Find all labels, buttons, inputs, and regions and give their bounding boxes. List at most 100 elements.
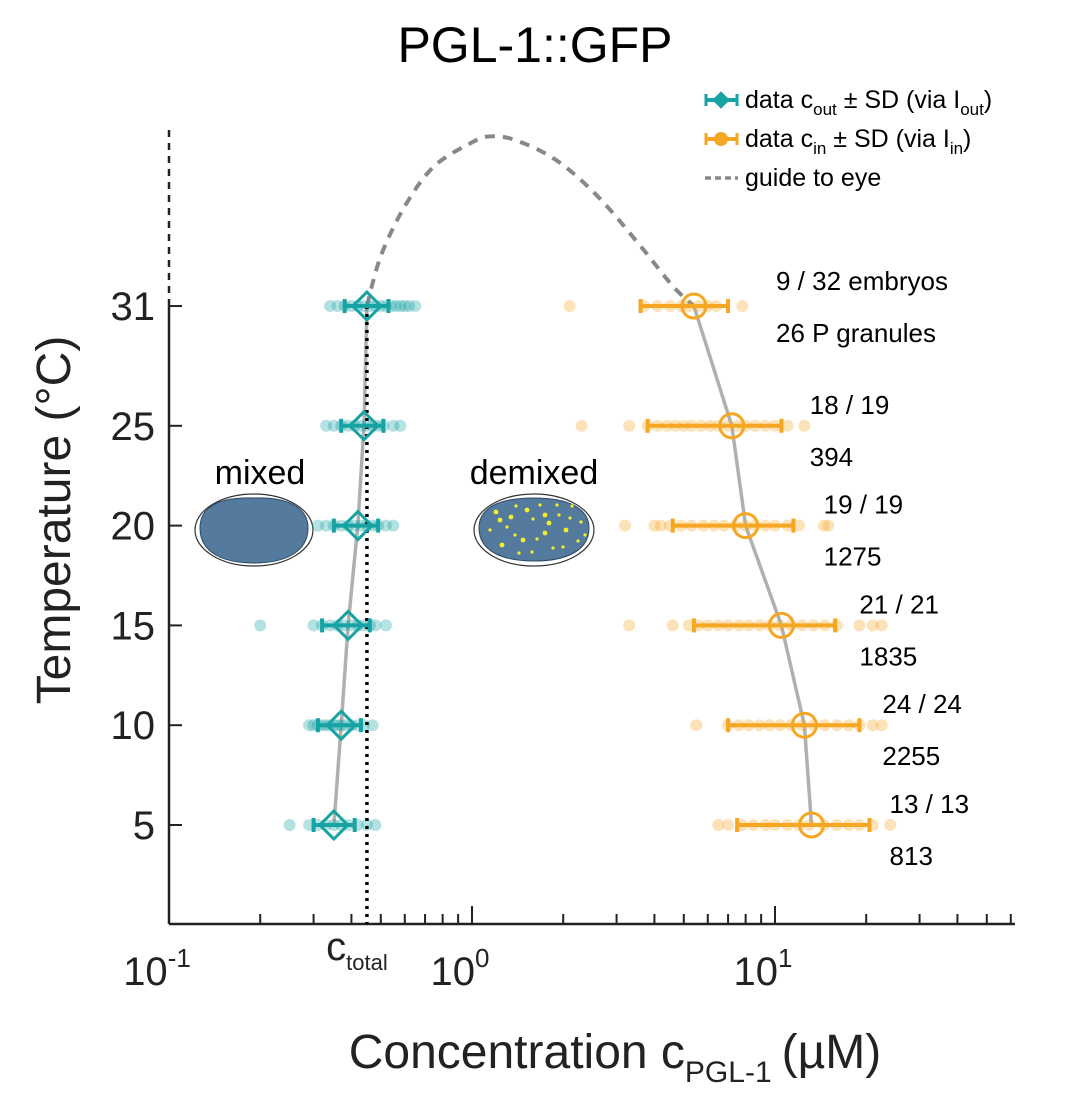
annotation-count: 24 / 24 <box>882 689 962 719</box>
raw-point <box>403 300 416 313</box>
legend-entry-label: guide to eye <box>745 164 881 192</box>
granule-dot <box>551 546 555 550</box>
granule-dot <box>568 516 572 520</box>
c-total-label: ctotal <box>326 925 388 975</box>
legend-entry-label: data cin ± SD (via Iin) <box>745 125 971 158</box>
raw-point <box>875 619 888 632</box>
raw-point <box>884 819 897 831</box>
raw-point <box>853 619 866 632</box>
raw-point <box>875 719 888 732</box>
y-tick-label: 10 <box>111 704 156 748</box>
raw-point <box>866 719 879 732</box>
raw-point <box>320 519 333 532</box>
raw-point <box>623 419 636 432</box>
mean-marker-in <box>790 711 818 739</box>
granule-dot <box>499 542 505 548</box>
raw-point <box>369 619 382 632</box>
raw-point <box>324 300 337 313</box>
raw-point <box>307 619 320 632</box>
chart-title: PGL-1::GFP <box>397 17 672 73</box>
raw-point <box>817 519 830 532</box>
y-tick-label: 25 <box>111 405 156 449</box>
raw-point <box>623 619 636 632</box>
raw-point <box>781 419 794 432</box>
raw-point <box>666 619 679 632</box>
x-tick-label: 10-1 <box>123 943 191 994</box>
granule-dot <box>561 545 565 549</box>
annotation-count: 9 / 32 embryos <box>776 266 948 296</box>
axes <box>167 130 1015 926</box>
granule-dot <box>576 539 580 543</box>
annotation-count: 13 / 13 <box>890 789 970 819</box>
granule-dot <box>505 525 509 529</box>
guide-solid-out <box>332 305 369 826</box>
y-tick-label: 5 <box>133 804 155 848</box>
raw-point <box>394 300 407 313</box>
mean-marker-in <box>732 512 760 540</box>
granule-dot <box>579 520 583 524</box>
raw-point <box>379 519 392 532</box>
annotation-count: 21 / 21 <box>859 589 939 619</box>
mean-marker-in <box>798 811 826 839</box>
raw-point <box>398 300 411 313</box>
granule-dot <box>538 503 542 507</box>
guide-solid-in <box>692 305 814 826</box>
annotation-count: 18 / 19 <box>810 390 890 420</box>
granule-dot <box>520 537 526 543</box>
annotation-granules: 26 P granules <box>776 318 936 348</box>
granule-dot <box>570 504 574 508</box>
x-axis-label: Concentration cPGL-1 (µM) <box>349 1026 882 1089</box>
raw-point <box>690 719 703 732</box>
x-tick-label: 101 <box>734 943 793 994</box>
mean-marker-out <box>347 409 381 442</box>
granule-dot <box>542 512 548 518</box>
granule-dot <box>563 527 569 533</box>
granule-dot <box>513 533 517 537</box>
raw-point <box>712 819 725 831</box>
mean-markers <box>311 289 872 842</box>
raw-point <box>822 519 835 532</box>
x-tick-label: 100 <box>431 943 490 994</box>
mean-marker-out <box>317 808 350 842</box>
raw-point <box>648 519 661 532</box>
raw-point <box>303 719 316 732</box>
guide-curves <box>332 134 814 826</box>
raw-point <box>387 419 400 432</box>
phase-label-mixed: mixed <box>215 454 306 492</box>
mean-marker-out <box>350 289 384 323</box>
raw-point <box>722 819 735 831</box>
y-tick-label: 31 <box>111 285 156 329</box>
granule-dot <box>497 517 503 523</box>
raw-point <box>619 519 632 532</box>
raw-point <box>331 300 344 313</box>
granule-dot <box>493 509 499 515</box>
granule-dot <box>555 503 559 507</box>
mean-marker-out <box>325 709 358 742</box>
raw-point <box>387 519 400 532</box>
x-axis-label-unit: (µM) <box>782 1026 882 1079</box>
mean-marker-in <box>718 412 746 440</box>
granule-dot <box>530 550 534 554</box>
granule-dot <box>524 507 530 513</box>
raw-point <box>736 300 749 313</box>
y-ticks: 5 10 15 20 25 31 <box>111 285 182 848</box>
granule-dot <box>531 517 535 521</box>
raw-point <box>575 419 588 432</box>
raw-point <box>394 419 407 432</box>
raw-point <box>360 819 373 831</box>
raw-point <box>798 419 811 432</box>
raw-point <box>320 419 333 432</box>
x-axis-label-main: Concentration c <box>349 1026 685 1079</box>
c-total-line: ctotal <box>326 306 388 975</box>
guide-dashed-curve <box>364 134 696 308</box>
raw-point <box>327 419 340 432</box>
raw-point <box>563 300 576 313</box>
x-ticks: 10-1 100 101 <box>123 906 1012 994</box>
annotation-granules: 394 <box>810 442 853 472</box>
granule-dot <box>542 530 548 536</box>
count-annotations: 9 / 32 embryos 26 P granules 18 / 19 394 19 … <box>776 266 969 871</box>
raw-point <box>254 619 267 632</box>
x-axis-label-sub: PGL-1 <box>685 1056 772 1089</box>
legend-swatch-circle <box>714 132 728 146</box>
